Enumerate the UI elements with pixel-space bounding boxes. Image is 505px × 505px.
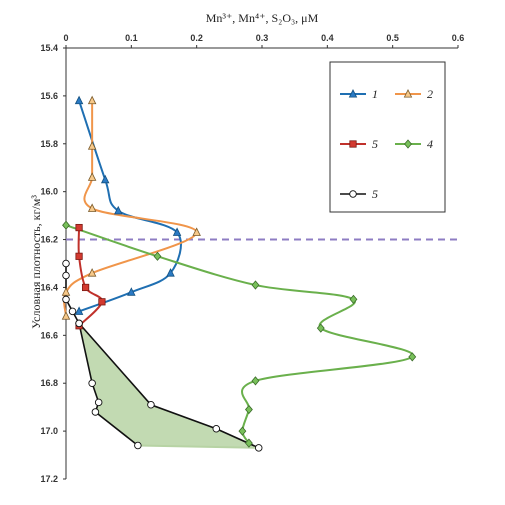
y-tick-label: 17.2 [40,474,58,484]
x-tick-label: 0.4 [321,33,334,43]
legend-label: 5 [372,187,378,201]
legend: 1 2 5 4 5 [329,61,446,213]
series-4-point [62,295,70,304]
x-tick-label: 0.5 [386,33,399,43]
x-axis-title: Mn³⁺, Mn⁴⁺, S₂O₃, μM [206,11,319,25]
series-line-0 [78,100,182,313]
series-4-point [88,379,96,387]
shade-bottom-edge [137,444,259,449]
series-1-point [87,172,97,181]
series-1-point [87,268,97,277]
series-4-point [68,307,77,316]
y-tick-label: 16.4 [40,282,58,292]
y-tick-label: 17.0 [40,426,58,436]
x-tick-label: 0.3 [256,33,269,43]
series-3-point [238,426,247,436]
series-3-point [349,294,358,305]
series-4-point [91,408,100,416]
series-markers-layer [61,95,417,452]
series-3-point [408,352,417,362]
series-0-point [74,306,84,315]
series-5-point [75,319,83,328]
series-1-point [87,141,97,150]
series-3-point [316,323,325,333]
series-1-point [61,311,71,320]
series-2-point [82,283,90,292]
series-3-point [62,220,70,230]
series-0-point [100,174,110,184]
series-3-point [245,438,253,448]
series-3-point [153,251,162,261]
y-tick-label: 16.6 [40,330,58,340]
series-0-point [74,95,84,105]
series-4-point [94,398,103,407]
axes-layer: 0 0.1 0.2 0.3 0.4 0.5 0.6 15.4 15.6 15.8 16.0 16.2 1… [40,33,464,484]
legend-swatch-marker [404,139,412,149]
x-tick-label: 0.2 [190,33,203,43]
series-4-point [62,271,70,280]
y-tick-label: 16.2 [40,235,58,245]
y-tick-label: 15.4 [40,43,58,53]
legend-swatch-marker [348,89,358,98]
y-axis-title: Условная плотность, кг/м³ [29,195,43,329]
series-2-point [75,223,83,232]
legend-label: 4 [427,137,433,151]
x-tick-label: 0.6 [452,33,465,43]
x-tick-label: 0.1 [125,33,138,43]
series-1-point [87,203,97,212]
legend-swatch-marker [349,140,357,148]
legend-label: 2 [427,87,433,101]
series-0-point [172,227,182,236]
series-1-point [61,287,71,296]
series-0-point [114,205,123,215]
y-tick-label: 15.6 [40,91,58,101]
series-line-1 [63,100,198,317]
series-3-point [251,280,260,290]
legend-swatch-marker [349,190,357,198]
series-3-point [251,376,260,386]
series-2-point [75,252,83,260]
series-4-point [62,259,70,268]
series-5-point [147,401,155,409]
y-tick-label: 16.0 [40,187,58,197]
y-tick-label: 16.8 [40,378,58,388]
shaded-region-layer [79,323,259,448]
series-0-point [166,268,175,277]
series-4-point [134,441,142,450]
y-tick-label: 15.8 [40,139,58,149]
series-5-point [254,444,263,452]
x-tick-label: 0 [63,33,68,43]
legend-swatch-marker [403,89,413,98]
legend-label: 5 [372,137,378,151]
series-0-point [127,287,136,296]
shaded-area [79,323,259,448]
series-5-point [212,424,221,433]
series-3-point [245,404,253,415]
series-line-5 [78,322,260,449]
series-1-point [87,95,97,105]
legend-label: 1 [372,87,378,101]
legend-box [329,61,446,213]
series-1-point [192,227,201,236]
series-2-point [98,298,106,306]
